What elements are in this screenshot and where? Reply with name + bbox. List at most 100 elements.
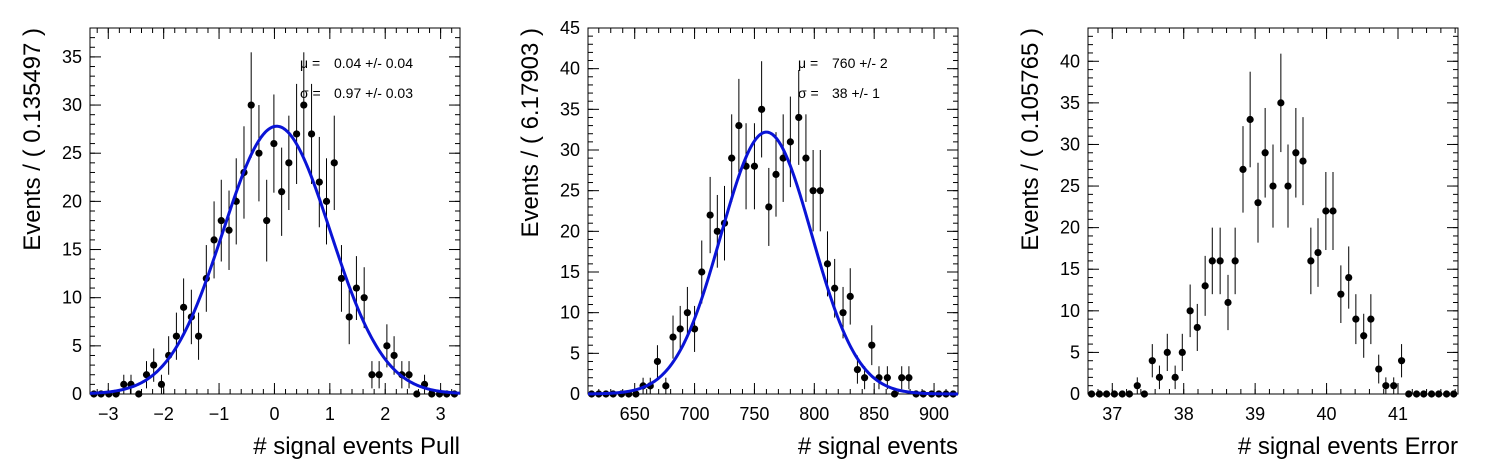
data-point [1140,390,1149,398]
data-point [1337,290,1345,298]
data-point [868,341,876,349]
y-tick-label: 25 [62,143,82,163]
data-point [1329,207,1337,215]
y-tick-label: 45 [560,18,580,38]
fit-stat-value: 38 +/- 1 [832,85,880,101]
data-point [1087,390,1096,398]
y-tick-label: 15 [62,240,82,260]
y-tick-label: 40 [560,59,580,79]
fit-stat-label: μ = [300,55,320,71]
data-point [905,374,913,382]
data-point [1269,182,1277,190]
data-point [1231,257,1239,265]
x-tick-label: −3 [98,404,119,424]
fit-stat-value: 0.97 +/- 0.03 [334,85,413,101]
data-point [1163,348,1171,357]
data-point [1125,390,1134,398]
x-tick-label: 650 [620,404,650,424]
data-point [1133,382,1141,390]
x-tick-label: 41 [1388,404,1408,424]
y-tick-label: 0 [1070,384,1080,404]
data-point [728,154,736,162]
data-point [1420,390,1428,398]
y-tick-label: 10 [62,288,82,308]
data-point [120,380,128,388]
data-point [1239,165,1247,174]
data-point [676,325,684,333]
y-axis-title: Events / ( 6.17903 ) [517,28,544,237]
plot-frame [587,27,959,395]
data-point [1382,382,1390,390]
fit-stat-value: 0.04 +/- 0.04 [334,55,413,71]
x-tick-label: 38 [1174,404,1194,424]
data-point [293,130,301,138]
data-point [1405,390,1413,398]
y-tick-label: 15 [1060,259,1080,279]
data-point [1352,315,1360,323]
y-tick-label: 30 [62,95,82,115]
data-point [898,374,906,382]
data-point [360,294,368,302]
data-point [1314,248,1322,257]
data-point [1261,149,1269,157]
data-point [1284,182,1292,190]
data-point [883,374,891,382]
fit-stat-label: σ = [300,85,321,101]
data-point [1412,390,1421,398]
data-point [1322,207,1330,215]
data-point [375,371,383,379]
x-tick-label: 1 [325,404,335,424]
y-tick-label: 30 [560,140,580,160]
data-point [285,159,293,167]
y-tick-label: 5 [1070,342,1080,362]
data-point [1171,373,1179,381]
data-point [337,274,346,283]
x-tick-label: 850 [859,404,889,424]
x-tick-label: 40 [1317,404,1337,424]
data-point [1397,357,1406,365]
y-tick-label: 20 [560,221,580,241]
chart-panel-3: 37 38 39 40 41 0 5 10 15 20 25 30 35 40 # signal event… [1017,27,1459,460]
data-point [180,303,188,311]
y-tick-label: 5 [72,336,82,356]
data-point [225,226,233,234]
data-point [157,380,166,388]
data-point [194,332,203,340]
data-point [839,309,847,317]
data-point [632,390,640,398]
y-tick-label: 10 [560,303,580,323]
data-point [683,309,691,317]
fit-stat-label: μ = [798,55,818,71]
data-point [150,361,158,369]
data-point [330,159,338,167]
data-point [1224,298,1232,307]
gaussian-fit-curve [89,124,461,395]
data-point [823,260,832,268]
y-tick-label: 20 [62,191,82,211]
y-tick-label: 5 [570,343,580,363]
data-point [1201,282,1209,290]
data-point [1208,257,1216,265]
y-axis-title: Events / ( 0.105765 ) [1017,28,1044,251]
data-point [1193,323,1201,332]
x-tick-label: 39 [1245,404,1265,424]
data-point [669,333,677,341]
data-point [383,342,391,350]
x-tick-label: 0 [269,404,279,424]
y-tick-label: 35 [1060,93,1080,113]
data-point [300,101,308,109]
data-point [345,313,353,321]
data-point [713,227,721,235]
data-point [322,197,331,205]
data-point [1292,149,1300,157]
data-point [142,371,151,379]
data-point [1186,307,1194,315]
data-point [1307,257,1315,265]
data-point [135,390,143,398]
data-point [390,351,398,360]
data-point [307,130,316,138]
x-axis-title: # signal events [798,433,958,460]
data-point [846,292,854,300]
